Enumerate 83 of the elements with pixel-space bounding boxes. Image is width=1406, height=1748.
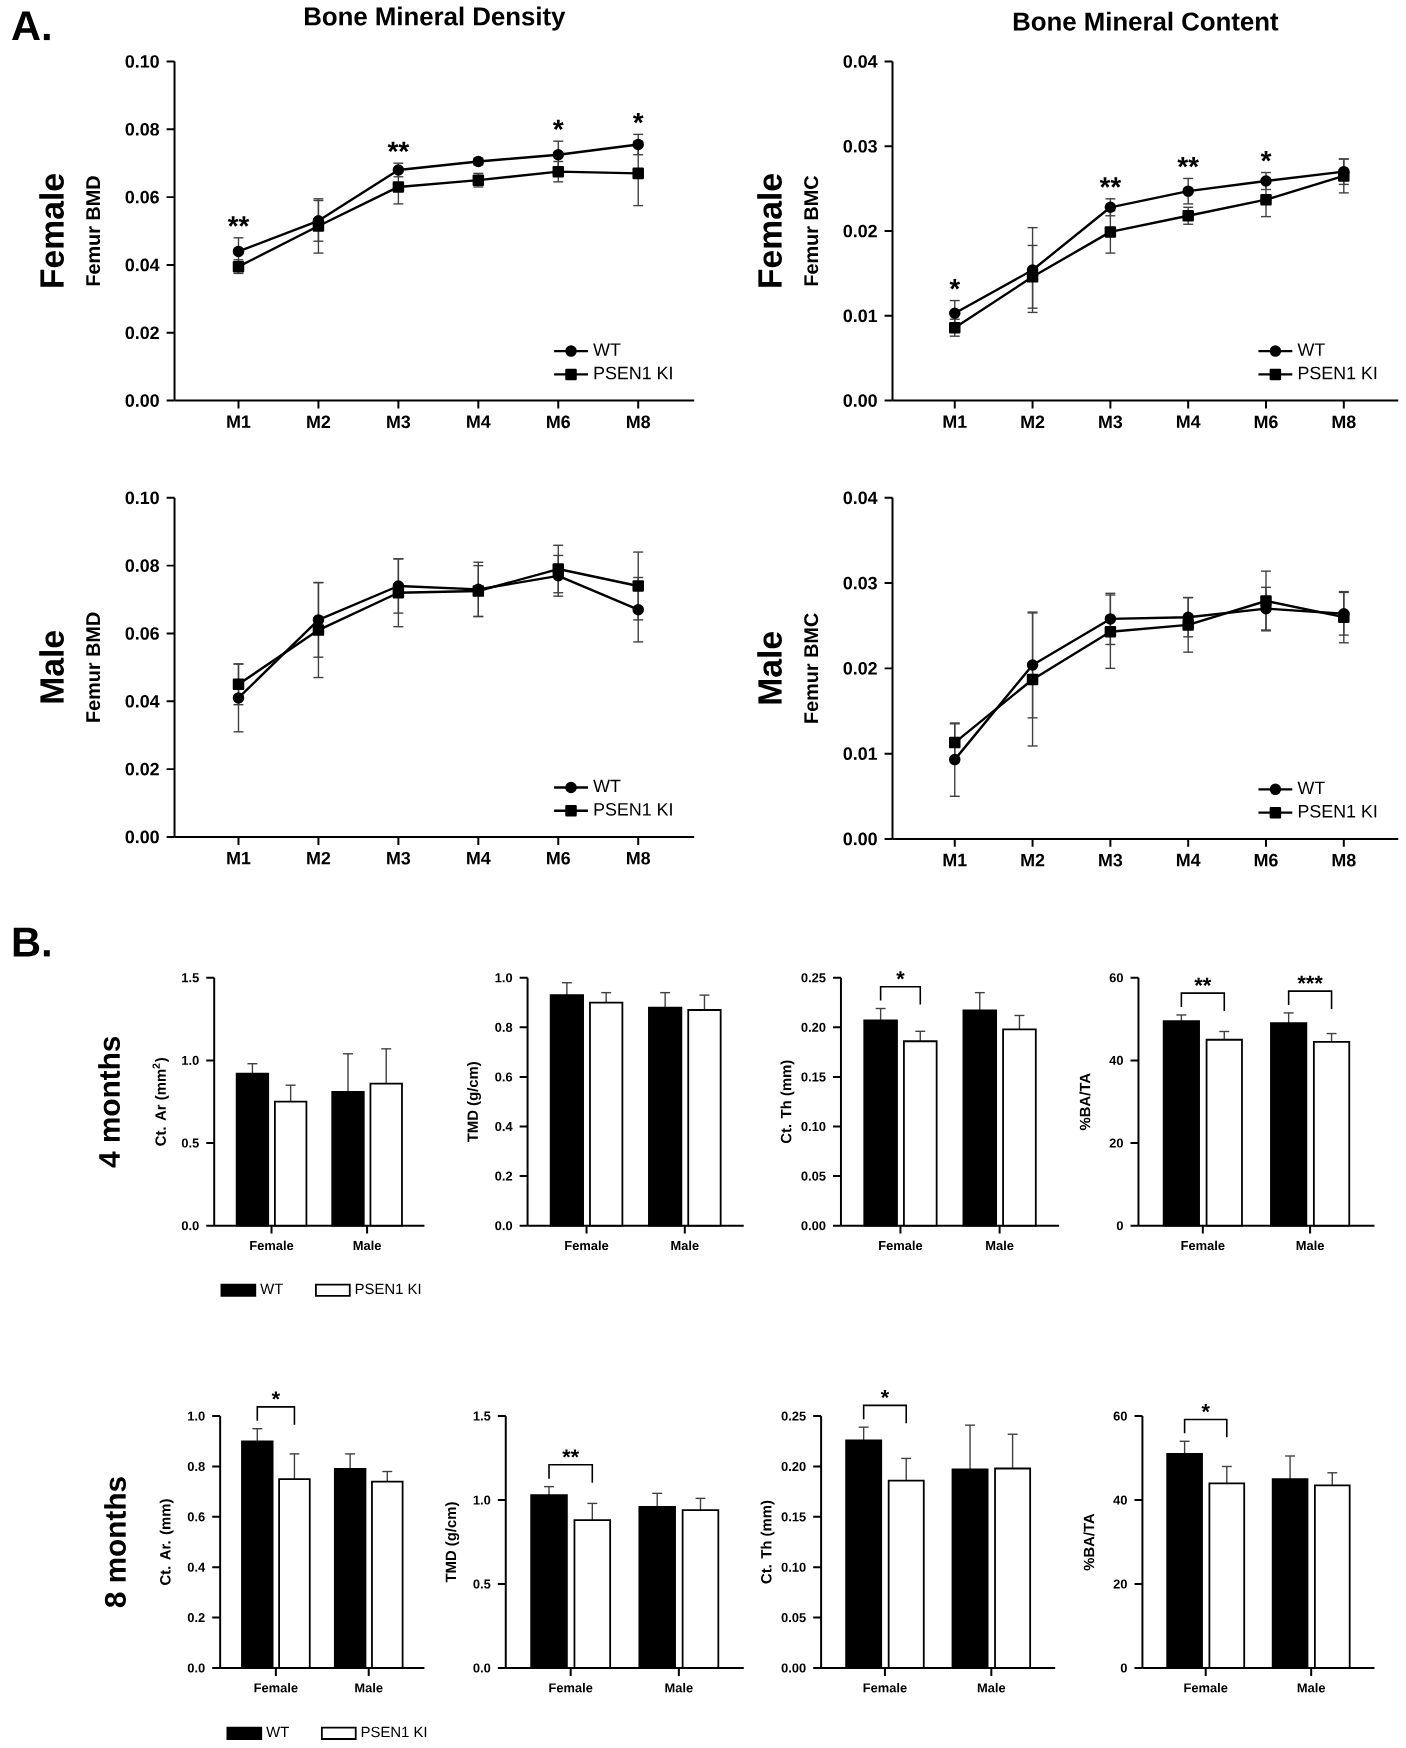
annotation: * bbox=[896, 971, 905, 980]
x-tick-label: M1 bbox=[943, 853, 967, 867]
annotation: * bbox=[1260, 151, 1272, 162]
x-tick-label: M6 bbox=[1254, 415, 1278, 429]
x-tick-label: M1 bbox=[943, 415, 967, 428]
annotation: ** bbox=[387, 141, 410, 153]
y-tick-label: 0.01 bbox=[843, 309, 877, 323]
annotation: * bbox=[1201, 1404, 1210, 1413]
y-axis-title: Femur BMC bbox=[804, 613, 819, 723]
legend-label: PSEN1 KI bbox=[1298, 366, 1377, 380]
annotation: * bbox=[949, 279, 961, 290]
x-tick-label: M8 bbox=[1332, 853, 1356, 867]
y-tick-label: 0.00 bbox=[843, 394, 877, 407]
y-tick-label: 0.03 bbox=[843, 139, 877, 153]
y-tick-label: 0.04 bbox=[843, 55, 878, 68]
y-axis-title: Femur BMC bbox=[804, 175, 819, 286]
x-tick-label: M3 bbox=[1099, 415, 1123, 429]
x-tick-label: M4 bbox=[467, 415, 491, 428]
y-axis-title: Femur BMD bbox=[86, 612, 101, 722]
legend-label: PSEN1 KI bbox=[1298, 804, 1377, 818]
y-tick-label: 0.08 bbox=[125, 122, 159, 136]
x-tick-label: M8 bbox=[626, 851, 650, 865]
x-tick-label: M8 bbox=[626, 415, 650, 429]
annotation: * bbox=[880, 1389, 890, 1399]
y-tick-label: 0.02 bbox=[843, 224, 877, 238]
text: Male bbox=[39, 631, 64, 703]
annotation: ** bbox=[1177, 156, 1199, 168]
legend-label: WT bbox=[1297, 343, 1325, 356]
text: Female bbox=[757, 174, 782, 287]
x-tick-label: M1 bbox=[227, 415, 251, 428]
x-tick-label: M2 bbox=[1021, 853, 1045, 867]
y-tick-label: 0.02 bbox=[125, 762, 159, 776]
annotation: *** bbox=[1297, 975, 1323, 984]
annotation: ** bbox=[562, 1449, 580, 1458]
annotation: ** bbox=[227, 216, 250, 227]
y-tick-label: 0.08 bbox=[125, 559, 159, 572]
y-tick-label: 0.02 bbox=[125, 326, 159, 340]
text: 4 months bbox=[98, 1036, 120, 1168]
text: A. bbox=[11, 11, 50, 41]
x-tick-label: M3 bbox=[1099, 853, 1123, 867]
y-tick-label: 0.00 bbox=[125, 830, 159, 844]
y-tick-label: 0.03 bbox=[843, 576, 877, 590]
x-tick-label: M6 bbox=[546, 851, 570, 865]
annotation: * bbox=[632, 112, 644, 124]
y-tick-label: 0.10 bbox=[125, 55, 159, 68]
x-tick-label: M4 bbox=[1176, 415, 1201, 428]
x-tick-label: M2 bbox=[307, 415, 331, 429]
y-tick-label: 0.06 bbox=[125, 190, 159, 204]
text: B. bbox=[13, 927, 50, 957]
legend-label: WT bbox=[593, 343, 621, 356]
y-tick-label: 0.01 bbox=[843, 747, 877, 760]
x-tick-label: M6 bbox=[1254, 853, 1278, 867]
annotation: ** bbox=[1099, 177, 1122, 188]
y-tick-label: 0.10 bbox=[125, 491, 159, 505]
x-tick-label: M1 bbox=[227, 851, 251, 865]
y-tick-label: 0.00 bbox=[125, 394, 159, 407]
x-tick-label: M8 bbox=[1332, 415, 1356, 429]
y-axis-title: Femur BMD bbox=[86, 176, 101, 286]
y-tick-label: 0.00 bbox=[843, 832, 877, 846]
legend-label: PSEN1 KI bbox=[594, 366, 672, 380]
chart-title: Bone Mineral Density bbox=[304, 6, 566, 31]
annotation: ** bbox=[1194, 977, 1212, 986]
annotation: * bbox=[271, 1391, 280, 1400]
legend-label: PSEN1 KI bbox=[594, 803, 672, 816]
annotation: * bbox=[552, 119, 564, 131]
y-tick-label: 0.02 bbox=[843, 662, 877, 675]
y-tick-label: 0.04 bbox=[843, 491, 878, 505]
x-tick-label: M4 bbox=[467, 851, 491, 865]
x-tick-label: M6 bbox=[546, 415, 570, 429]
chart-title: Bone Mineral Content bbox=[1013, 11, 1279, 31]
y-tick-label: 0.04 bbox=[125, 694, 160, 708]
text: 8 months bbox=[104, 1477, 126, 1608]
x-tick-label: M4 bbox=[1176, 853, 1201, 867]
x-tick-label: M2 bbox=[1021, 415, 1045, 429]
legend-label: WT bbox=[1297, 781, 1325, 795]
y-tick-label: 0.04 bbox=[125, 258, 160, 272]
y-tick-label: 0.06 bbox=[125, 627, 159, 640]
x-tick-label: M2 bbox=[307, 851, 331, 865]
x-tick-label: M3 bbox=[387, 415, 411, 429]
x-tick-label: M3 bbox=[387, 851, 411, 865]
legend-label: WT bbox=[593, 779, 621, 793]
text: Male bbox=[757, 632, 782, 704]
text: Female bbox=[39, 174, 64, 287]
